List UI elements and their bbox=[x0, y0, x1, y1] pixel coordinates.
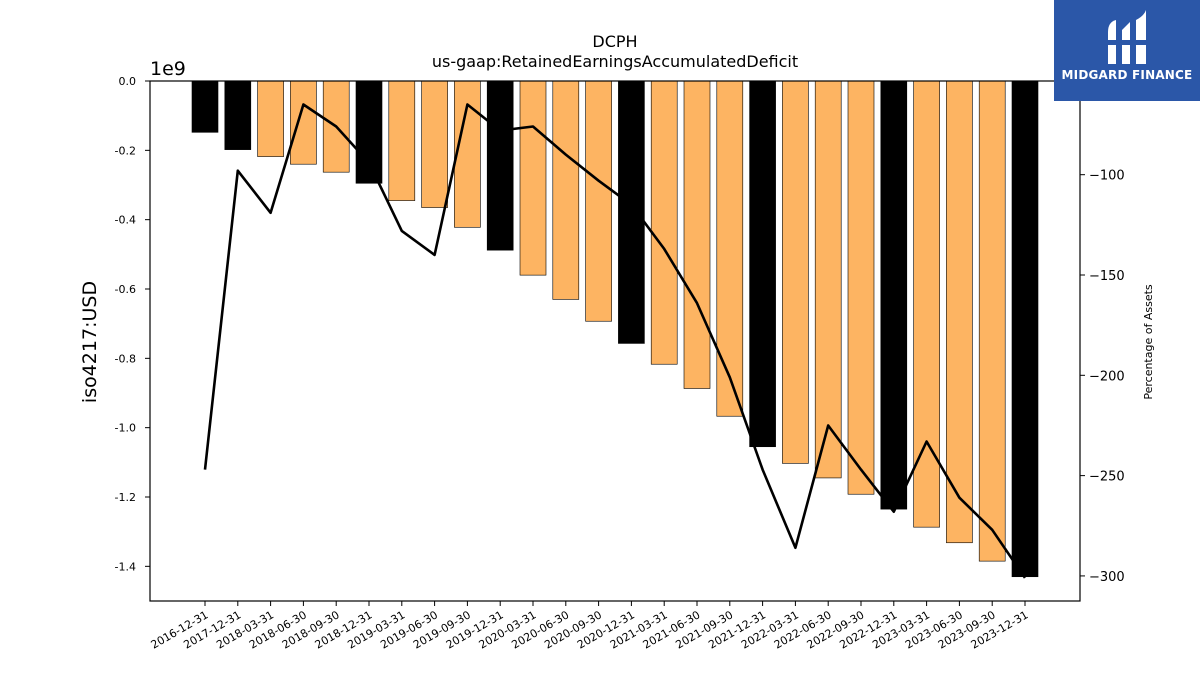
bar bbox=[880, 80, 908, 510]
y-tick-label: -1.2 bbox=[115, 491, 136, 504]
y-axis-label: iso4217:USD bbox=[79, 281, 101, 403]
bar bbox=[782, 80, 809, 464]
bar bbox=[290, 80, 317, 165]
y-tick-label: 0.0 bbox=[119, 75, 137, 88]
y-tick-label: -0.8 bbox=[115, 352, 136, 365]
y-tick-label: -0.4 bbox=[115, 214, 136, 227]
bar bbox=[191, 80, 219, 133]
series-line bbox=[203, 103, 1027, 579]
bar bbox=[978, 80, 1006, 562]
chart-title: DCPH bbox=[592, 32, 637, 51]
bar bbox=[519, 80, 547, 276]
bar bbox=[1011, 80, 1039, 578]
bar bbox=[257, 80, 284, 157]
line-layer bbox=[203, 103, 1027, 579]
bar bbox=[650, 80, 678, 365]
bars bbox=[191, 80, 1039, 578]
bar bbox=[585, 80, 612, 322]
bar bbox=[355, 80, 383, 184]
bar bbox=[683, 80, 711, 389]
y-tick-label: -0.2 bbox=[115, 144, 136, 157]
y2-tick-label: −250 bbox=[1089, 470, 1125, 485]
y2-tick-label: −200 bbox=[1089, 369, 1125, 384]
logo-mark-icon bbox=[1108, 10, 1146, 64]
plot-frame bbox=[149, 80, 1081, 602]
y-axis-multiplier: 1e9 bbox=[150, 58, 186, 80]
y2-tick-label: −100 bbox=[1089, 169, 1125, 184]
bar bbox=[847, 80, 875, 495]
y2-tick-label: −300 bbox=[1089, 570, 1125, 585]
y-tick-label: -1.0 bbox=[115, 422, 136, 435]
y2-tick-label: −150 bbox=[1089, 269, 1125, 284]
bar bbox=[946, 80, 973, 544]
y2-axis-label: Percentage of Assets bbox=[1142, 284, 1155, 400]
bar bbox=[618, 80, 645, 344]
bar bbox=[716, 80, 744, 417]
chart-subtitle: us-gaap:RetainedEarningsAccumulatedDefic… bbox=[432, 52, 798, 71]
bar bbox=[814, 80, 842, 479]
bar bbox=[913, 80, 940, 528]
bar bbox=[454, 80, 481, 228]
logo-text: MIDGARD FINANCE bbox=[1061, 68, 1193, 82]
bar bbox=[552, 80, 580, 300]
bar bbox=[224, 80, 252, 150]
bar bbox=[421, 80, 448, 208]
bar bbox=[749, 80, 776, 448]
y-tick-label: -1.4 bbox=[115, 560, 136, 573]
bar bbox=[388, 80, 416, 201]
bar bbox=[486, 80, 514, 251]
y-tick-label: -0.6 bbox=[115, 283, 136, 296]
logo: MIDGARD FINANCE bbox=[1054, 0, 1200, 101]
